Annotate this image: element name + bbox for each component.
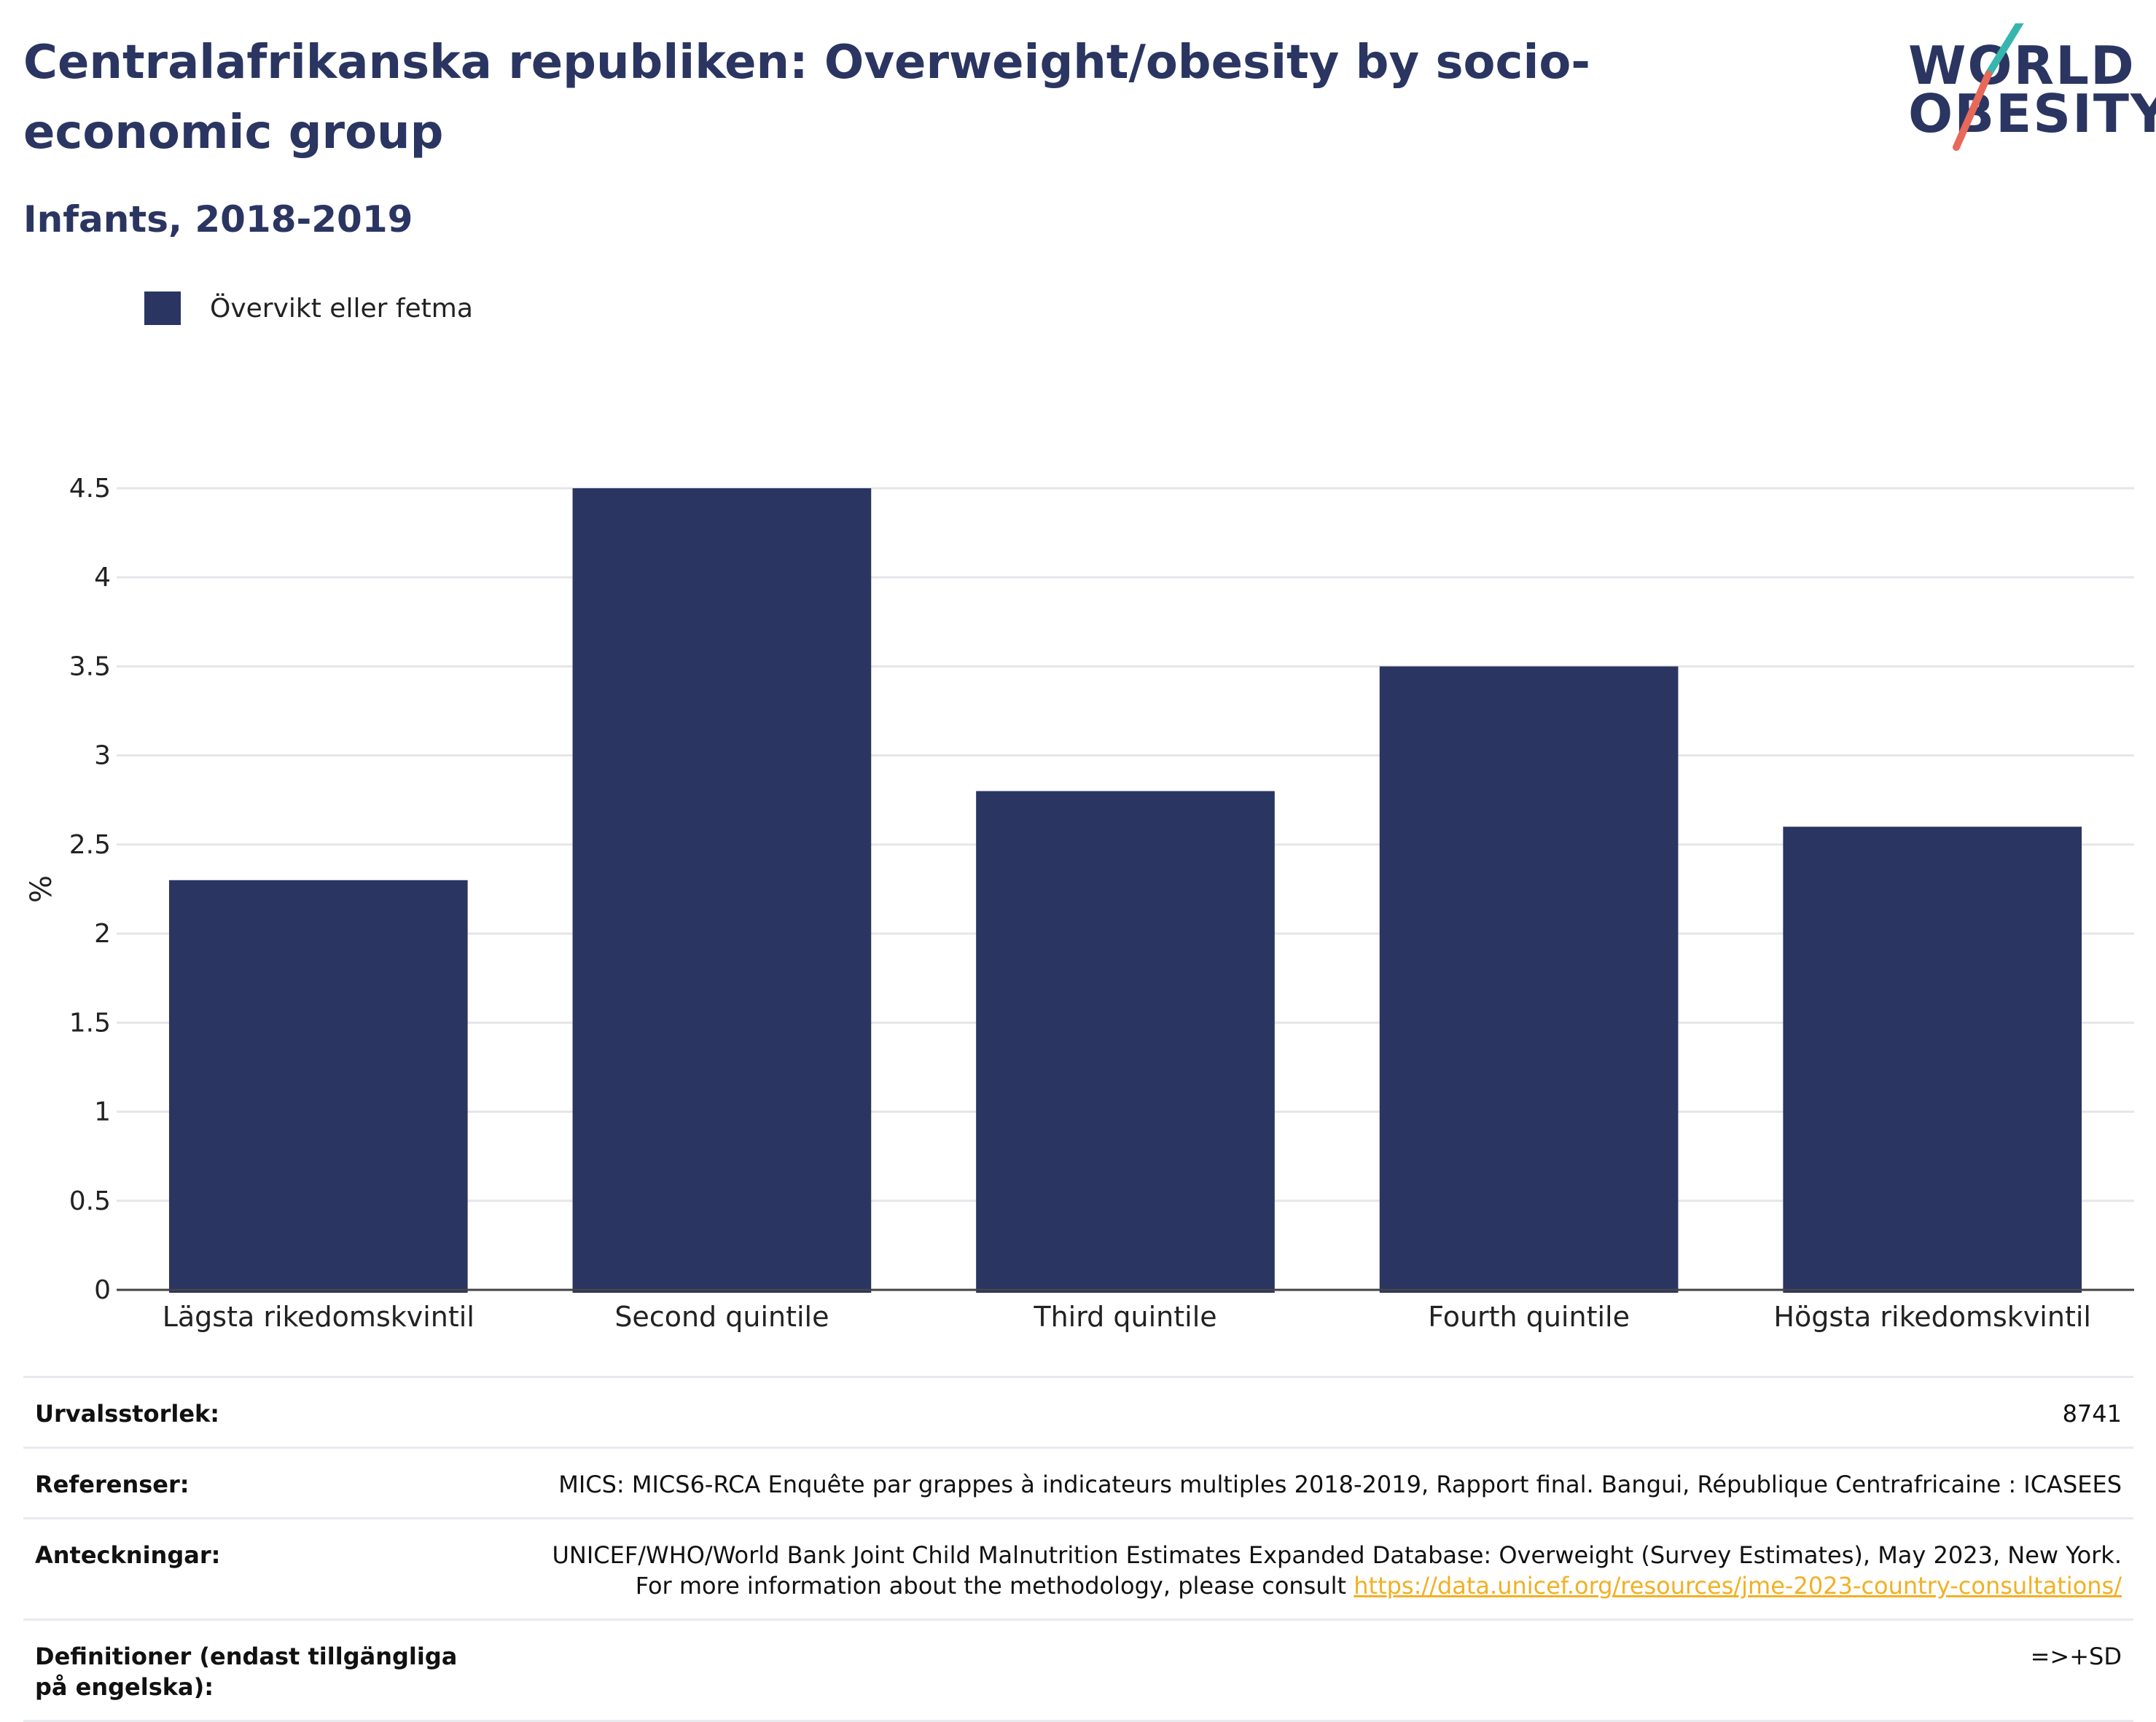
- y-tick-label: 2.5: [69, 830, 111, 860]
- info-label: Anteckningar:: [35, 1541, 221, 1569]
- info-value: 8741: [2062, 1400, 2122, 1428]
- info-label: Referenser:: [35, 1471, 190, 1498]
- x-tick-label: Högsta rikedomskvintil: [1773, 1301, 2091, 1333]
- info-row-references: Referenser: MICS: MICS6-RCA Enquête par …: [23, 1447, 2133, 1517]
- y-tick-label: 3.5: [69, 651, 111, 681]
- bar: [168, 880, 468, 1293]
- y-tick-label: 0: [94, 1275, 111, 1305]
- y-axis-label: %: [25, 875, 58, 903]
- y-tick-label: 0.5: [69, 1186, 111, 1216]
- y-tick-label: 1.5: [69, 1008, 111, 1038]
- bar-chart: 0 0.5 1 1.5 2 2.5 3 3.5 4 4.5% Lägsta rikedomskvin…: [25, 474, 2134, 1333]
- bar: [976, 791, 1275, 1293]
- chart-title: Centralafrikanska republiken: Overweight…: [23, 36, 1590, 160]
- notes-text: UNICEF/WHO/World Bank Joint Child Malnut…: [552, 1541, 2122, 1600]
- legend-label: Övervikt eller fetma: [210, 293, 473, 324]
- info-row-sample-size: Urvalsstorlek: 8741: [23, 1376, 2133, 1447]
- chart-subtitle: Infants, 2018-2019: [23, 198, 413, 240]
- y-tick-label: 3: [94, 741, 111, 771]
- info-value: UNICEF/WHO/World Bank Joint Child Malnut…: [518, 1540, 2122, 1601]
- info-row-notes: Anteckningar: UNICEF/WHO/World Bank Join…: [23, 1517, 2133, 1619]
- x-tick-label: Third quintile: [1033, 1301, 1216, 1333]
- x-tick-label: Lägsta rikedomskvintil: [163, 1301, 474, 1333]
- x-tick-label: Second quintile: [614, 1301, 829, 1333]
- methodology-link[interactable]: https://data.unicef.org/resources/jme-20…: [1354, 1572, 2122, 1600]
- info-value: MICS: MICS6-RCA Enquête par grappes à in…: [558, 1471, 2122, 1498]
- logo-slash-icon: [1953, 23, 2024, 151]
- info-label: Definitioner (endast tillgängliga på eng…: [35, 1643, 458, 1701]
- legend-swatch: [144, 291, 181, 325]
- logo-text-line2: OBESITY: [1908, 83, 2156, 144]
- info-table: Urvalsstorlek: 8741 Referenser: MICS: MI…: [23, 1376, 2133, 1722]
- x-tick-label: Fourth quintile: [1428, 1301, 1630, 1333]
- bar: [1379, 666, 1679, 1293]
- info-value: =>+SD: [2030, 1643, 2122, 1670]
- y-tick-label: 4: [94, 563, 111, 592]
- chart-legend: Övervikt eller fetma: [144, 291, 473, 325]
- bar: [1783, 826, 2082, 1293]
- y-tick-label: 2: [94, 919, 111, 949]
- info-row-definitions: Definitioner (endast tillgängliga på eng…: [23, 1619, 2133, 1722]
- y-tick-label: 4.5: [69, 474, 111, 504]
- info-label: Urvalsstorlek:: [35, 1400, 220, 1428]
- world-obesity-logo: WORLD OBESITY: [1895, 23, 2156, 154]
- y-tick-label: 1: [94, 1097, 111, 1127]
- bar: [572, 488, 872, 1293]
- logo-text-line1: WORLD: [1908, 35, 2136, 96]
